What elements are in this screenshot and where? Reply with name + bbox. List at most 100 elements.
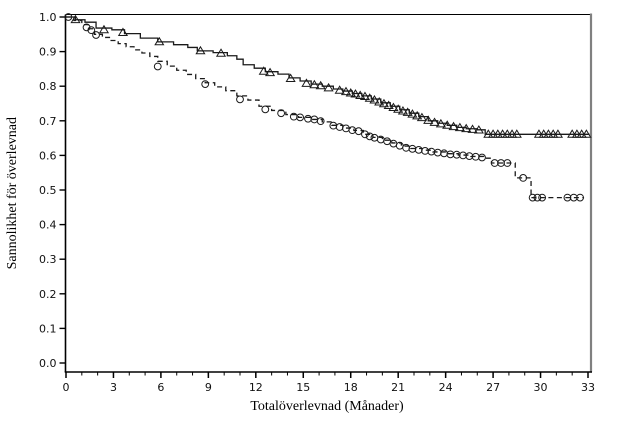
triangle-marker <box>454 122 465 132</box>
triangle-marker <box>467 124 478 133</box>
triangle-marker <box>285 73 296 82</box>
x-tick-label: 9 <box>205 381 212 394</box>
circle-marker <box>478 153 486 162</box>
y-axis-title-text: Sannolikhet för överlevnad <box>5 116 20 270</box>
y-tick-label: 1.0 <box>39 11 57 24</box>
circle-marker <box>261 105 270 114</box>
circle-marker <box>440 149 448 158</box>
x-tick-label: 24 <box>439 381 453 394</box>
x-tick-label: 30 <box>534 381 548 394</box>
triangle-marker <box>429 117 440 126</box>
triangle-marker <box>315 80 326 90</box>
triangle-marker <box>388 102 399 112</box>
triangle-marker <box>423 115 434 124</box>
x-tick-label: 15 <box>296 381 310 394</box>
triangle-marker <box>473 125 484 134</box>
x-tick-label: 12 <box>249 381 263 394</box>
triangle-marker <box>323 82 334 92</box>
series-solid-triangle-arm <box>66 14 592 138</box>
triangle-marker <box>301 78 312 87</box>
triangle-marker <box>350 89 361 98</box>
triangle-marker <box>340 86 352 96</box>
circle-marker <box>389 139 398 148</box>
circle-marker <box>414 145 423 154</box>
circle-marker <box>361 130 369 139</box>
triangle-marker <box>98 24 110 34</box>
series-dashed-circle-arm <box>64 13 585 202</box>
circle-marker <box>153 62 162 71</box>
triangle-marker <box>383 100 394 109</box>
x-tick-label: 6 <box>157 381 164 394</box>
circle-marker <box>538 193 547 202</box>
circle-marker <box>277 109 286 118</box>
triangle-marker <box>511 129 522 138</box>
y-tick-label: 0.8 <box>39 80 57 93</box>
circle-marker <box>421 147 429 155</box>
circle-marker <box>304 114 312 123</box>
triangle-marker <box>154 36 165 46</box>
y-tick-label: 0.2 <box>39 288 57 301</box>
series-line-solid <box>66 16 590 135</box>
triangle-open-censor-marks <box>70 14 592 138</box>
circle-marker <box>433 148 442 157</box>
triangle-marker <box>364 93 375 102</box>
triangle-marker <box>581 129 592 138</box>
triangle-marker <box>448 121 459 131</box>
triangle-marker <box>407 109 418 118</box>
circle-marker <box>383 137 392 146</box>
triangle-marker <box>435 118 446 128</box>
triangle-marker <box>355 90 366 99</box>
circle-marker <box>335 123 344 131</box>
triangle-marker <box>345 88 356 97</box>
triangle-marker <box>397 106 409 115</box>
circle-marker <box>201 80 210 89</box>
circle-marker <box>519 173 528 182</box>
triangle-marker <box>334 85 345 94</box>
circle-marker <box>92 31 100 39</box>
y-tick-label: 0.9 <box>39 46 57 59</box>
circle-marker <box>533 193 542 202</box>
x-axis-title: Totalöverlevnad (Månader) <box>250 399 404 414</box>
circle-marker <box>236 95 244 104</box>
circle-marker <box>576 193 584 202</box>
triangle-marker <box>195 45 206 55</box>
triangle-marker <box>309 79 320 89</box>
triangle-marker <box>461 123 472 133</box>
y-axis-title: Sannolikhet för överlevnad <box>4 14 22 372</box>
circle-marker <box>446 150 455 159</box>
triangle-marker <box>369 94 380 104</box>
circle-marker <box>503 159 512 167</box>
x-tick-label: 27 <box>486 381 500 394</box>
circle-marker <box>296 113 305 122</box>
y-tick-label: 0.4 <box>39 219 57 232</box>
triangle-marker <box>215 48 227 57</box>
x-tick-label: 33 <box>581 381 595 394</box>
triangle-marker <box>258 66 269 75</box>
x-tick-label: 21 <box>391 381 405 394</box>
triangle-marker <box>442 120 453 129</box>
series-line-dashed <box>66 16 585 199</box>
triangle-marker <box>374 97 385 106</box>
triangle-marker <box>117 27 129 36</box>
y-tick-label: 0.3 <box>39 253 57 266</box>
triangle-marker <box>378 98 390 108</box>
triangle-marker <box>412 110 423 120</box>
circle-marker <box>354 127 363 136</box>
triangle-marker <box>552 129 564 138</box>
x-tick-label: 18 <box>344 381 358 394</box>
y-tick-label: 0.7 <box>39 115 57 128</box>
y-tick-label: 0.6 <box>39 149 57 162</box>
circle-marker <box>87 26 96 35</box>
triangle-marker <box>402 107 413 116</box>
triangle-marker <box>359 91 371 100</box>
triangle-marker <box>264 67 276 77</box>
circle-open-censor-marks <box>64 13 584 202</box>
x-tick-label: 0 <box>63 381 70 394</box>
triangle-marker <box>393 104 404 113</box>
axes: 0.0 0.1 0.2 0.3 0.4 0.5 0.6 0.7 0.8 0.9 1.0 0 3 6 9 12 1… <box>39 11 595 394</box>
circle-marker <box>64 13 73 21</box>
circle-marker <box>528 193 537 202</box>
y-tick-label: 0.5 <box>39 184 57 197</box>
y-tick-label: 0.1 <box>39 322 57 335</box>
